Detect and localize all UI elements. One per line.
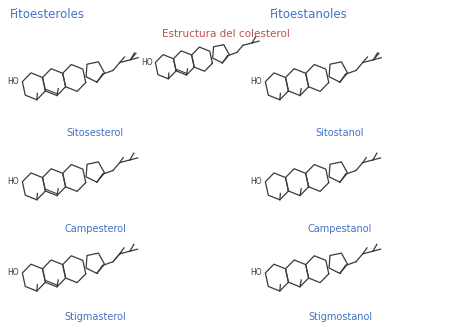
- Text: HO: HO: [8, 77, 19, 86]
- Text: HO: HO: [251, 77, 262, 86]
- Text: Sitosesterol: Sitosesterol: [66, 128, 123, 138]
- Text: Stigmasterol: Stigmasterol: [64, 312, 126, 322]
- Text: HO: HO: [8, 268, 19, 277]
- Text: Estructura del colesterol: Estructura del colesterol: [162, 29, 290, 39]
- Text: HO: HO: [251, 268, 262, 277]
- Text: Fitoesteroles: Fitoesteroles: [10, 8, 85, 21]
- Text: HO: HO: [8, 177, 19, 186]
- Text: HO: HO: [251, 177, 262, 186]
- Text: Campesterol: Campesterol: [64, 224, 126, 234]
- Text: Fitoestanoles: Fitoestanoles: [270, 8, 348, 21]
- Text: Campestanol: Campestanol: [308, 224, 372, 234]
- Text: Stigmostanol: Stigmostanol: [308, 312, 372, 322]
- Text: Sitostanol: Sitostanol: [316, 128, 364, 138]
- Text: HO: HO: [141, 58, 153, 67]
